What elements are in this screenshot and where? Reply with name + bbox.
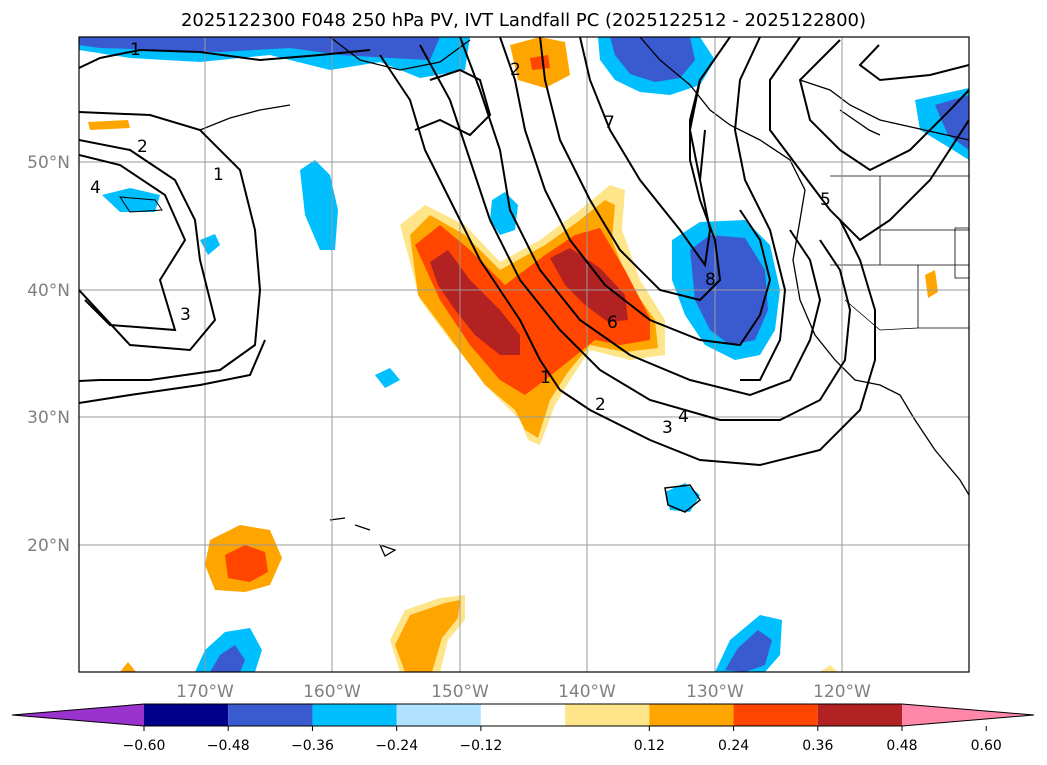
colorbar-tick-label: 0.48 (886, 738, 917, 754)
contour-label: 2 (595, 395, 606, 415)
colorbar-extend-max (902, 704, 1034, 726)
contour-label: 3 (662, 418, 673, 438)
colorbar-segment (228, 704, 313, 726)
contour-label: 7 (604, 113, 615, 133)
contour-label: 2 (137, 137, 148, 157)
colorbar-segment (565, 704, 650, 726)
colorbar-tick-label: 0.36 (802, 738, 833, 754)
colorbar-segment (312, 704, 397, 726)
contour-labels: 1 2 4 1 3 1 2 3 4 6 7 8 5 2 (90, 40, 831, 438)
contour-label: 5 (820, 190, 831, 210)
colorbar-extend-min (12, 704, 144, 726)
lat-label: 20°N (27, 536, 70, 556)
colorbar-tick-label: −0.12 (459, 738, 502, 754)
lon-label: 130°W (686, 682, 744, 702)
contour-label: 4 (90, 178, 101, 198)
contour-label: 2 (510, 60, 521, 80)
colorbar-segment (733, 704, 818, 726)
colorbar-segment (817, 704, 902, 726)
pv-contours (79, 37, 969, 513)
colorbar-segment (649, 704, 734, 726)
lon-label: 160°W (303, 682, 361, 702)
contour-label: 1 (213, 165, 224, 185)
contour-label: 1 (540, 368, 551, 388)
lat-label: 50°N (27, 153, 70, 173)
longitude-labels: 170°W 160°W 150°W 140°W 130°W 120°W (176, 682, 871, 702)
colorbar-tick-label: 0.12 (634, 738, 665, 754)
lon-label: 120°W (813, 682, 871, 702)
colorbar-segment (480, 704, 566, 726)
lon-label: 140°W (558, 682, 616, 702)
contour-label: 8 (705, 270, 716, 290)
colorbar-segment (144, 704, 229, 726)
colorbar-tick-label: 0.60 (971, 738, 1002, 754)
colorbar: −0.60 −0.48 −0.36 −0.24 −0.12 0.12 0.24 0.36 0.4… (11, 703, 1035, 754)
contour-label: 4 (678, 407, 689, 427)
contour-label: 1 (130, 40, 141, 60)
lon-label: 150°W (431, 682, 489, 702)
colorbar-tick-label: 0.24 (718, 738, 749, 754)
coastlines (199, 37, 969, 557)
contour-label: 3 (180, 305, 191, 325)
colorbar-segment (396, 704, 481, 726)
colorbar-tick-label: −0.48 (207, 738, 250, 754)
lat-label: 30°N (27, 408, 70, 428)
contour-label: 6 (607, 313, 618, 333)
political-borders (830, 175, 969, 331)
map-title: 2025122300 F048 250 hPa PV, IVT Landfall… (180, 10, 867, 31)
colorbar-tick-label: −0.36 (291, 738, 334, 754)
graticule (79, 37, 969, 672)
map-frame (78, 36, 970, 673)
lat-label: 40°N (27, 281, 70, 301)
latitude-labels: 50°N 40°N 30°N 20°N (27, 153, 70, 556)
colorbar-tick-label: −0.60 (123, 738, 166, 754)
lon-label: 170°W (176, 682, 234, 702)
colorbar-tick-label: −0.24 (375, 738, 418, 754)
